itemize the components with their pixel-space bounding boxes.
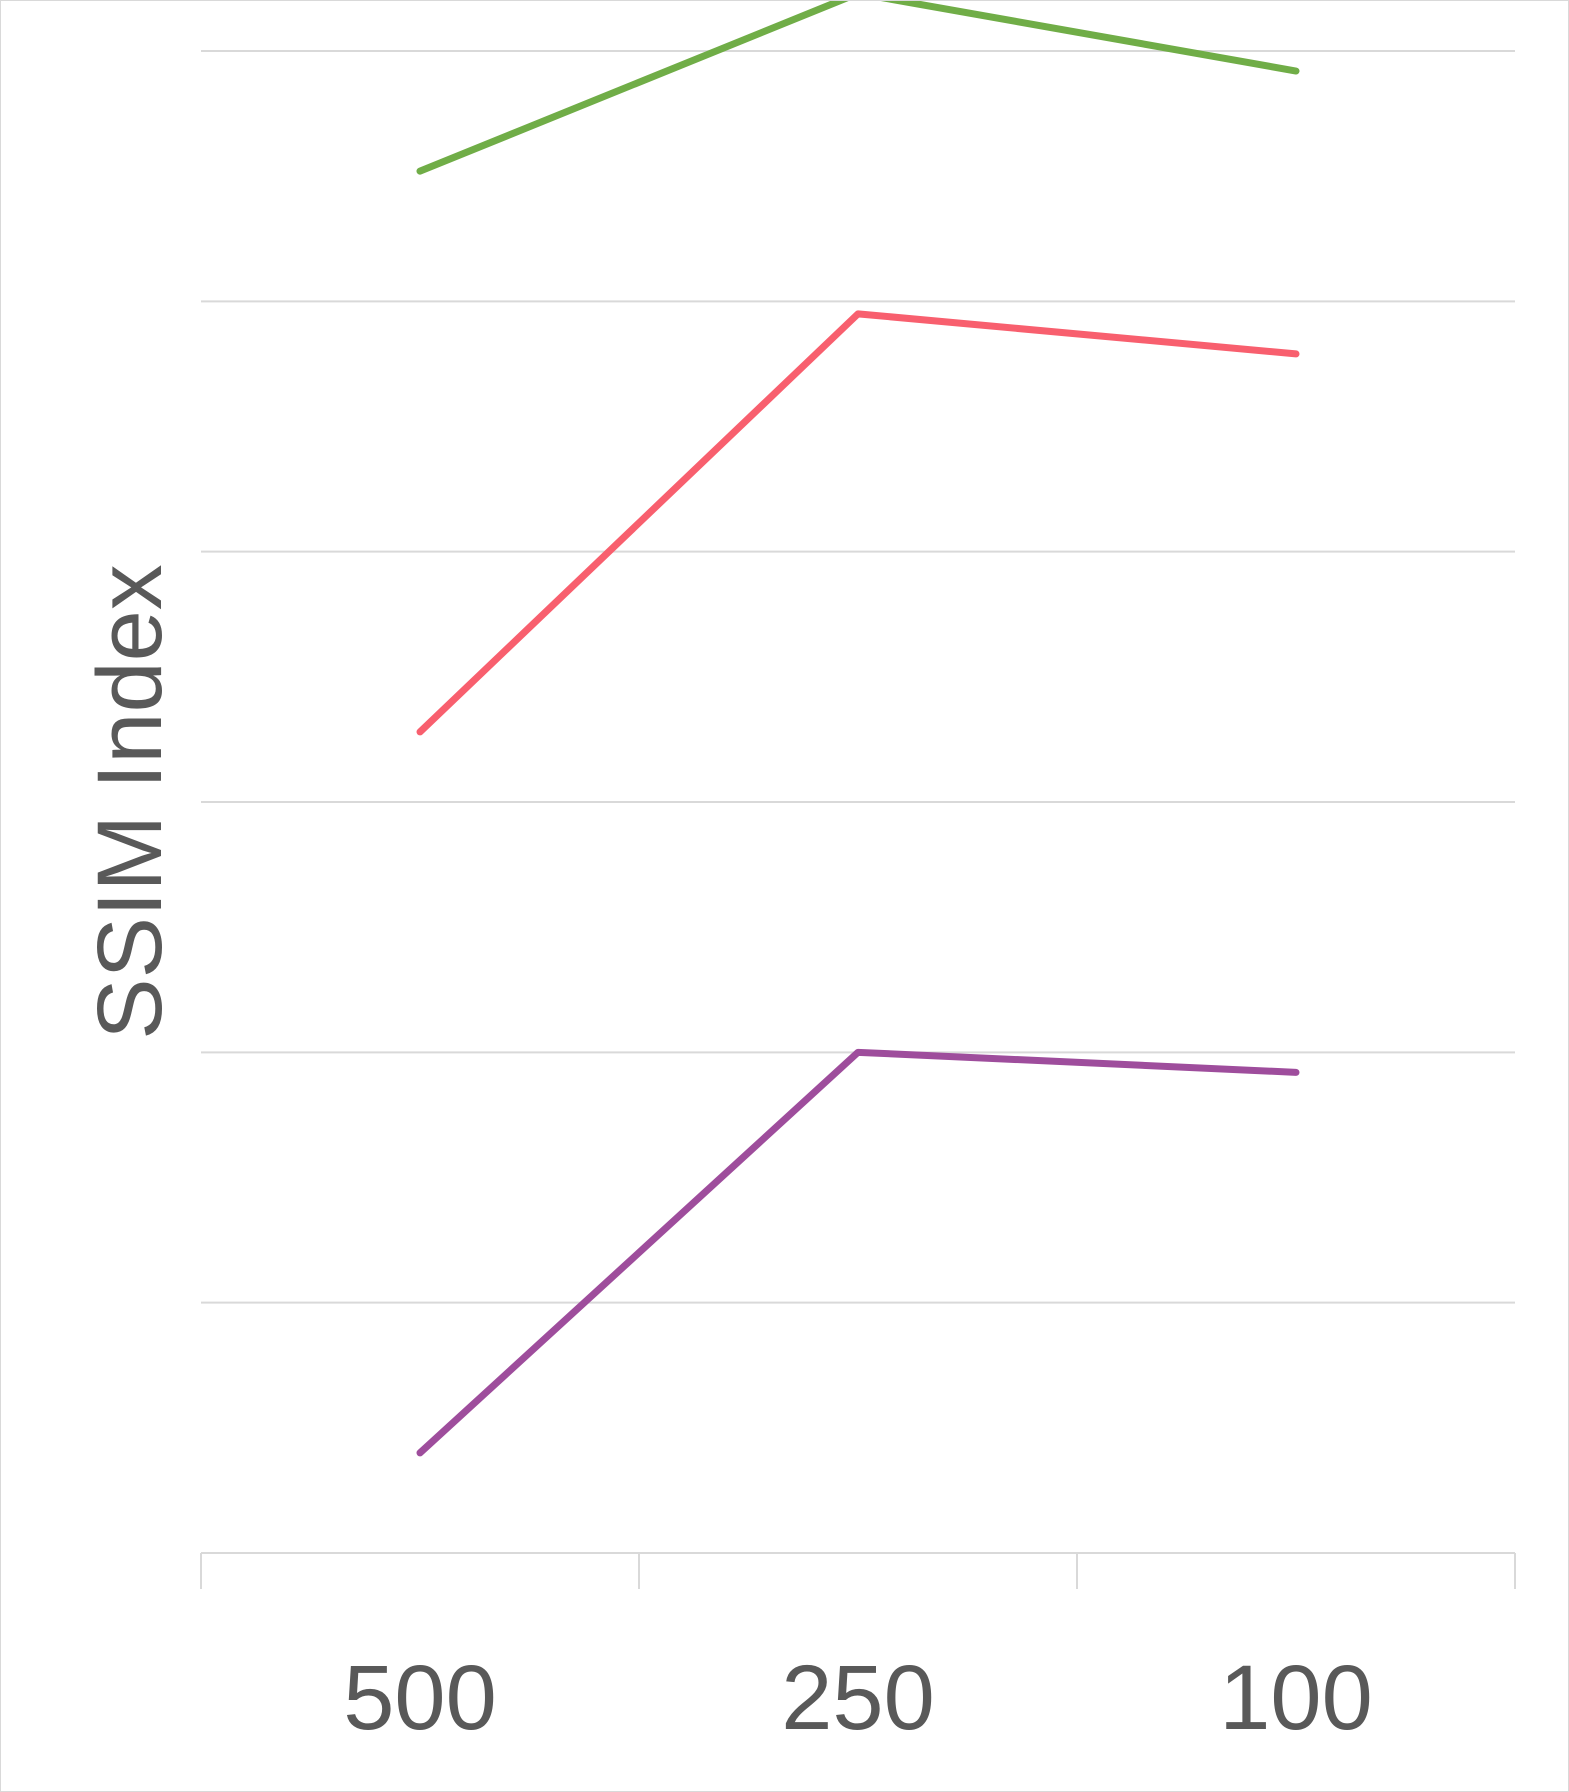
gridlines: [201, 50, 1515, 1304]
x-tick-label: 500: [343, 1647, 497, 1749]
series-lines: [416, 1, 1300, 1457]
x-tick-label: 250: [781, 1647, 935, 1749]
x-tick-label: 100: [1219, 1647, 1373, 1749]
y-axis-title: SSIM Index: [79, 564, 181, 1040]
series-line-1: [416, 1, 1300, 175]
series-line-3: [416, 1048, 1300, 1457]
x-axis: [200, 1552, 1516, 1589]
x-tick-labels: 500 250 100: [343, 1647, 1373, 1749]
series-line-2: [416, 310, 1300, 736]
